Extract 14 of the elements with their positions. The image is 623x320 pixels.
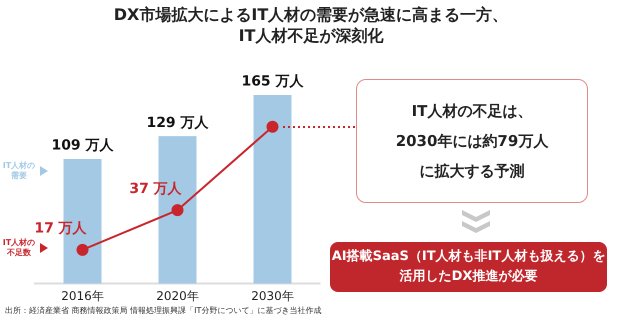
data-label: 37 万人 [129,180,183,197]
data-label: 129 万人 [146,114,210,131]
text: AI搭載SaaS（IT人材も非IT人材も扱える）を活用したDX推進が必要 [330,242,607,292]
text: IT人材の不足は、2030年には約79万人に拡大する予測 [356,79,588,203]
x-tick-label: 2016年 [61,288,104,303]
data-label: 165 万人 [241,74,305,90]
data-label: 109 万人 [51,138,115,154]
data-label: 17 万人 [34,220,88,236]
x-tick-label: 2030年 [251,288,294,303]
legend-label: IT人材の需要 [2,161,36,180]
legend-label: IT人材の不足数 [2,238,36,257]
text: 出所：経済産業省 商務情報政策局 情報処理振興課「IT分野について」に基づき当社作成 [5,305,322,316]
x-tick-label: 2020年 [156,288,199,303]
chart-title: DX市場拡大によるIT人材の需要が急速に高まる一方、IT人材不足が深刻化 [112,4,510,46]
